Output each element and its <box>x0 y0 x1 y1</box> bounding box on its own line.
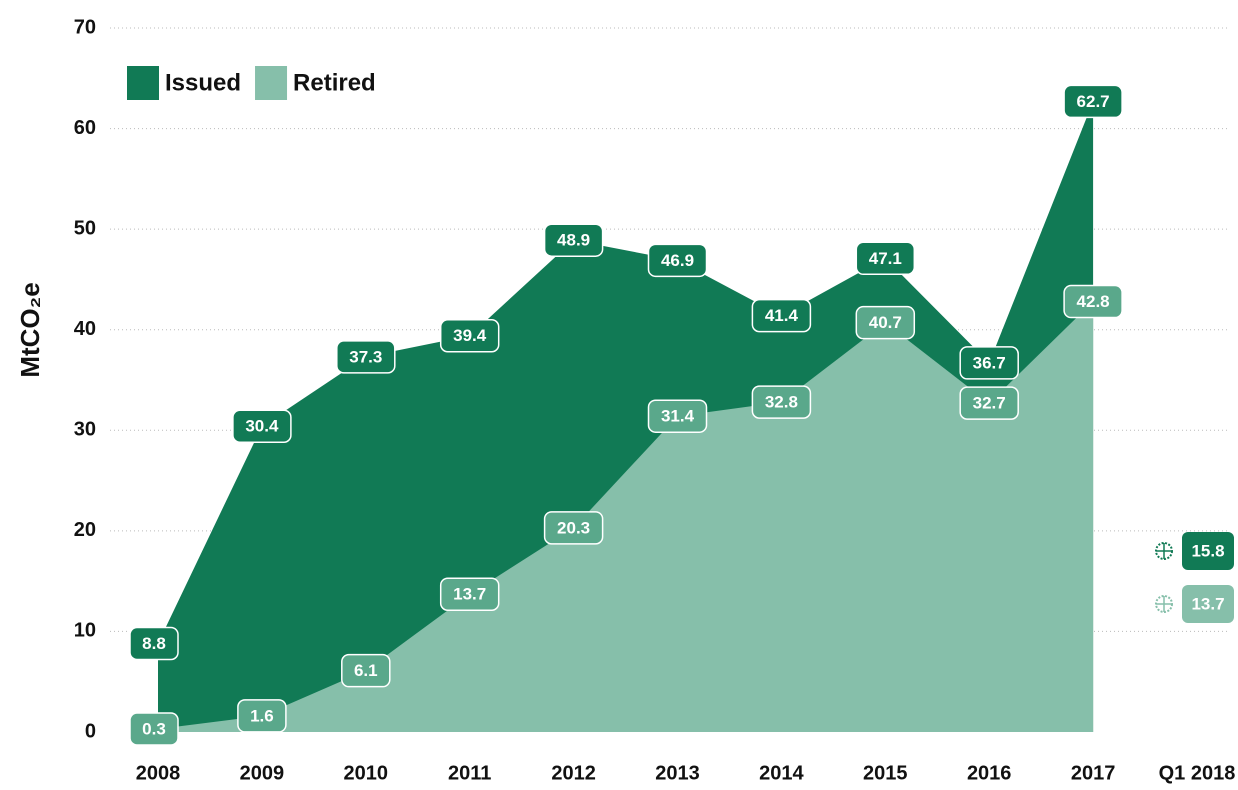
legend-swatch <box>127 66 159 100</box>
y-tick-label: 0 <box>85 720 96 742</box>
y-tick-label: 60 <box>74 117 96 139</box>
label-box <box>543 511 604 545</box>
label-box <box>1182 585 1234 623</box>
data-label: 36.7 <box>959 346 1019 380</box>
x-tick-label: 2010 <box>344 762 389 784</box>
y-tick-label: 40 <box>74 318 96 340</box>
data-label: 47.1 <box>855 241 916 276</box>
data-label: 32.8 <box>765 393 798 412</box>
data-label: 40.7 <box>855 305 916 340</box>
data-label: 47.1 <box>869 249 902 268</box>
label-box <box>647 399 708 433</box>
label-box <box>341 653 391 688</box>
x-tick-label: 2016 <box>967 762 1012 784</box>
data-label: 62.7 <box>1063 84 1123 119</box>
data-label: 42.8 <box>1063 284 1123 319</box>
data-label: 31.4 <box>647 399 708 433</box>
data-label: 20.3 <box>543 511 604 545</box>
x-tick-label: 2015 <box>863 762 908 784</box>
area <box>158 301 1094 732</box>
data-label: 48.9 <box>557 231 590 250</box>
data-label: 40.7 <box>869 313 902 332</box>
data-label: 8.8 <box>142 634 166 653</box>
data-label: 37.3 <box>349 347 382 366</box>
label-box <box>959 346 1019 380</box>
label-box <box>647 243 708 278</box>
data-label: 32.7 <box>973 394 1006 413</box>
data-label: 8.8 <box>129 626 179 661</box>
label-box <box>855 241 916 276</box>
label-box <box>232 409 292 444</box>
x-tick-label: 2017 <box>1071 762 1116 784</box>
label-box <box>336 340 396 374</box>
data-label: 32.7 <box>959 386 1019 420</box>
x-tick-label: 2011 <box>448 762 491 784</box>
label-box <box>1063 284 1123 319</box>
label-box <box>1182 532 1234 570</box>
label-box <box>751 385 812 419</box>
label-box <box>237 699 287 733</box>
data-label: 41.4 <box>751 298 812 333</box>
data-label: 39.4 <box>439 318 500 353</box>
data-label: 46.9 <box>661 251 694 270</box>
x-tick-label: 2012 <box>551 762 596 784</box>
data-label: 1.6 <box>250 706 274 725</box>
x-tick-label: 2008 <box>136 762 181 784</box>
label-box <box>959 386 1019 420</box>
data-label: 46.9 <box>647 243 708 278</box>
data-label: 6.1 <box>341 653 391 688</box>
data-label: 20.3 <box>557 518 590 537</box>
x-tick-label: Q1 2018 <box>1159 762 1236 784</box>
y-tick-label: 70 <box>74 16 96 38</box>
partial-marker: 13.7 <box>1155 585 1234 623</box>
data-label: 41.4 <box>765 306 799 325</box>
label-box <box>129 712 179 746</box>
data-label: 15.8 <box>1191 541 1224 560</box>
data-label: 42.8 <box>1077 292 1110 311</box>
data-label: 0.3 <box>142 719 166 738</box>
legend-label: Issued <box>165 69 241 96</box>
data-label: 13.7 <box>1191 594 1224 613</box>
data-label: 13.7 <box>439 577 500 611</box>
data-label: 37.3 <box>336 340 396 374</box>
data-label: 0.3 <box>129 712 179 746</box>
label-box <box>1063 84 1123 119</box>
label-box <box>439 318 500 353</box>
label-box <box>129 626 179 661</box>
x-tick-label: 2009 <box>240 762 285 784</box>
data-label: 31.4 <box>661 407 695 426</box>
label-box <box>543 223 604 257</box>
y-axis-label: MtCO₂e <box>15 282 45 377</box>
legend-label: Retired <box>293 69 376 96</box>
label-box <box>751 298 812 333</box>
y-tick-label: 30 <box>74 419 96 441</box>
data-label: 62.7 <box>1077 92 1110 111</box>
label-box <box>855 305 916 340</box>
data-label: 32.8 <box>751 385 812 419</box>
data-label: 48.9 <box>543 223 604 257</box>
data-label: 1.6 <box>237 699 287 733</box>
y-tick-label: 50 <box>74 217 96 239</box>
label-box <box>439 577 500 611</box>
data-label: 30.4 <box>232 409 292 444</box>
legend-swatch <box>255 66 288 100</box>
x-tick-label: 2013 <box>655 762 700 784</box>
data-label: 36.7 <box>973 353 1006 372</box>
data-label: 30.4 <box>245 417 279 436</box>
x-tick-label: 2014 <box>759 762 804 784</box>
partial-marker: 15.8 <box>1155 532 1234 570</box>
data-label: 6.1 <box>354 661 378 680</box>
y-tick-label: 10 <box>74 620 96 642</box>
data-label: 39.4 <box>453 326 487 345</box>
y-tick-label: 20 <box>74 519 96 541</box>
data-label: 13.7 <box>453 585 486 604</box>
